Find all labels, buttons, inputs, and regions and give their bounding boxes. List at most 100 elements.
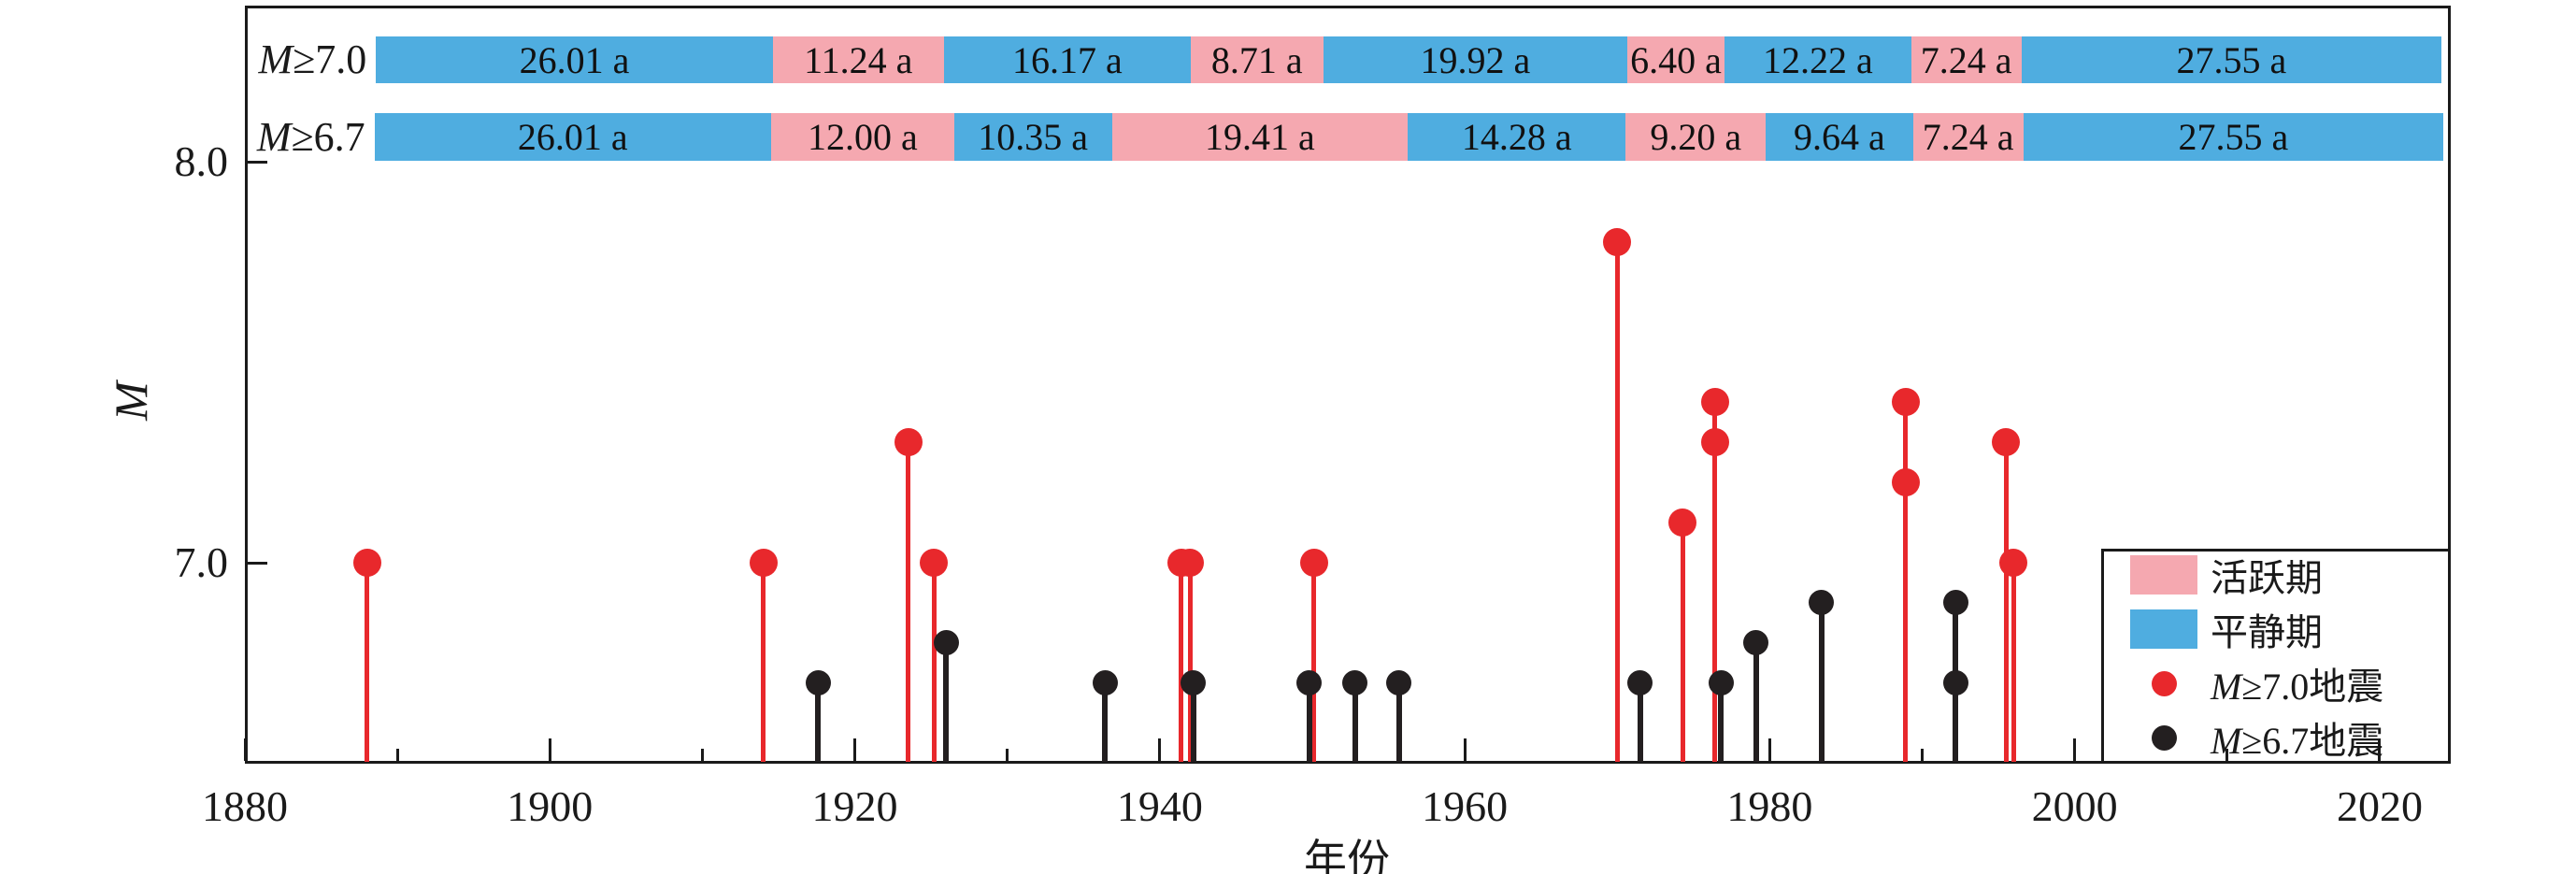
event-dot-m70: [1176, 549, 1205, 577]
x-tick-label: 1960: [1422, 782, 1509, 830]
event-stem-m67: [1753, 642, 1759, 762]
event-stem-m70: [931, 563, 937, 762]
legend-item: 活跃期: [2110, 552, 2442, 599]
event-dot-m70: [1668, 509, 1697, 537]
event-dot-m67: [1743, 630, 1769, 656]
x-axis-title: 年份: [1304, 837, 1390, 874]
x-tick-label: 2020: [2336, 782, 2423, 830]
bar-segment-active: 6.40 a: [1626, 36, 1725, 83]
event-dot-m70: [920, 549, 949, 577]
x-minor-tick: [1921, 749, 1925, 761]
event-stem-m67: [1637, 682, 1643, 762]
x-minor-tick: [2225, 749, 2229, 761]
x-major-tick: [2378, 738, 2382, 761]
x-major-tick: [1158, 738, 1162, 761]
legend-label: M≥7.0地震: [2211, 666, 2384, 708]
x-tick-label: 1940: [1116, 782, 1203, 830]
event-dot-m67: [933, 630, 959, 656]
event-stem-m70: [761, 563, 766, 762]
event-stem-m67: [1352, 682, 1358, 762]
y-axis-title: M: [105, 381, 157, 421]
event-dot-m70: [1992, 428, 2021, 457]
bar-segment-quiet: 16.17 a: [943, 36, 1191, 83]
x-major-tick: [243, 738, 247, 761]
event-dot-m70: [1999, 549, 2028, 577]
event-stem-m67: [815, 682, 822, 762]
x-tick-label: 1920: [811, 782, 898, 830]
x-minor-tick: [395, 749, 399, 761]
bar-segment-quiet: 27.55 a: [2021, 36, 2442, 83]
legend-marker-wrap: [2130, 724, 2197, 751]
event-dot-m67: [1342, 670, 1368, 696]
bar-segment-active: 11.24 a: [772, 36, 944, 83]
event-dot-m67: [1092, 670, 1118, 696]
event-dot-m70: [352, 549, 381, 577]
event-stem-m70: [1712, 442, 1718, 762]
event-dot-m67: [1386, 670, 1412, 696]
x-minor-tick: [700, 749, 704, 761]
bar-segment-quiet: 19.92 a: [1323, 36, 1627, 83]
event-stem-m70: [1311, 563, 1317, 762]
event-stem-m67: [943, 642, 950, 762]
bar-segment-quiet: 26.01 a: [374, 113, 771, 161]
bar-segment-quiet: 14.28 a: [1408, 113, 1626, 161]
event-dot-m70: [894, 428, 923, 457]
period-bar-row: 26.01 a 11.24 a 16.17 a 8.71 a 19.92 a 6.40 a…: [376, 36, 2442, 83]
bar-segment-active: 19.41 a: [1111, 113, 1409, 161]
event-dot-m70: [749, 549, 778, 577]
y-tick: [245, 160, 267, 164]
legend-item: M≥7.0地震: [2110, 661, 2442, 708]
x-tick-label: 1980: [1726, 782, 1813, 830]
event-stem-m70: [906, 442, 911, 762]
bar-segment-quiet: 12.22 a: [1724, 36, 1911, 83]
plot-border: [245, 6, 2451, 764]
bar-segment-quiet: 9.64 a: [1766, 113, 1913, 161]
event-dot-m67: [1627, 670, 1653, 696]
event-stem-m70: [1614, 241, 1620, 762]
event-stem-m70: [1179, 563, 1184, 762]
event-stem-m70: [1903, 482, 1909, 762]
legend-label: 活跃期: [2211, 557, 2323, 599]
event-dot-m67: [805, 670, 831, 696]
event-dot-m67: [1296, 670, 1323, 696]
x-tick-label: 1900: [507, 782, 594, 830]
legend-swatch-quiet: [2130, 609, 2197, 649]
bar-segment-quiet: 27.55 a: [2023, 113, 2444, 161]
event-stem-m67: [1718, 682, 1724, 762]
x-major-tick: [1767, 738, 1771, 761]
event-dot-m67: [1942, 670, 1968, 696]
y-tick-label: 8.0: [174, 137, 229, 185]
event-stem-m70: [365, 563, 369, 762]
x-major-tick: [2073, 738, 2077, 761]
legend-dot-m70: [2151, 670, 2177, 696]
bar-segment-active: 12.00 a: [770, 113, 954, 161]
event-dot-m70: [1700, 388, 1729, 417]
legend-marker-wrap: [2130, 670, 2197, 696]
bar-segment-quiet: 26.01 a: [376, 36, 773, 83]
event-stem-m70: [1680, 523, 1685, 762]
period-bar-row: 26.01 a 12.00 a 10.35 a 19.41 a 14.28 a 9.20 …: [374, 113, 2444, 161]
event-stem-m70: [2003, 442, 2009, 762]
event-dot-m70: [1891, 468, 1920, 497]
event-stem-m67: [1953, 682, 1959, 762]
event-stem-m70: [1187, 563, 1193, 762]
x-major-tick: [853, 738, 857, 761]
event-stem-m67: [1818, 602, 1825, 762]
event-stem-m67: [1190, 682, 1196, 762]
period-row-label: M≥7.0: [258, 36, 367, 82]
x-major-tick: [548, 738, 551, 761]
event-stem-m67: [1102, 682, 1109, 762]
event-dot-m67: [1708, 670, 1734, 696]
legend-label: 平静期: [2211, 611, 2323, 653]
event-dot-m70: [1700, 428, 1729, 457]
event-dot-m67: [1942, 590, 1968, 616]
event-dot-m67: [1809, 590, 1835, 616]
event-stem-m67: [1306, 682, 1312, 762]
bar-segment-quiet: 10.35 a: [953, 113, 1112, 161]
x-major-tick: [1463, 738, 1467, 761]
legend: 活跃期 平静期 M≥7.0地震 M≥6.7地震: [2101, 549, 2451, 764]
x-minor-tick: [1006, 749, 1009, 761]
legend-item: 平静期: [2110, 607, 2442, 653]
event-dot-m67: [1181, 670, 1207, 696]
